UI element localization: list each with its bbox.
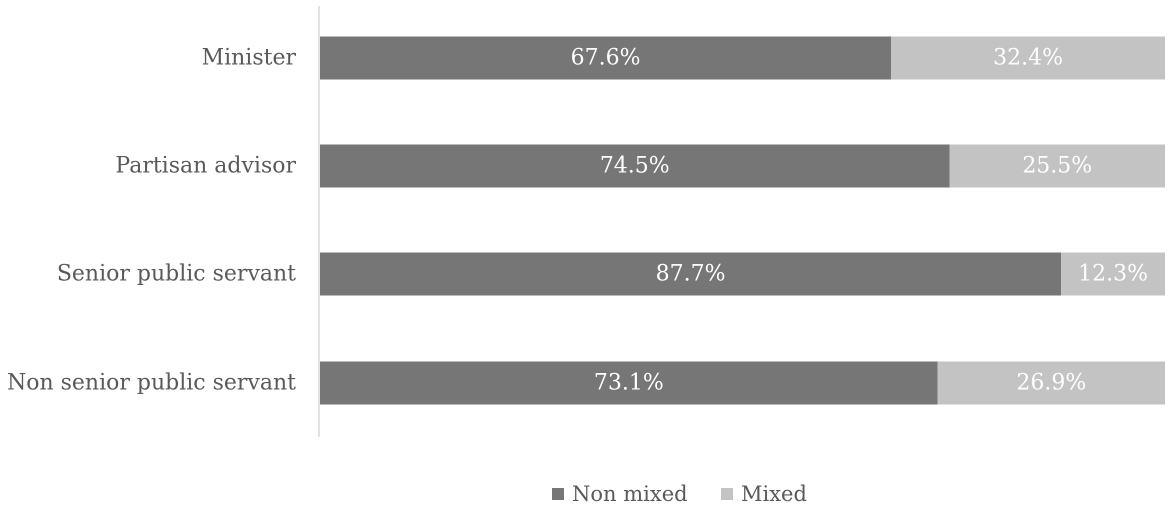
category-label-senior-public-servant: Senior public servant	[57, 262, 296, 287]
category-label-partisan-advisor: Partisan advisor	[115, 154, 296, 179]
category-label-non-senior-public-servant: Non senior public servant	[7, 371, 296, 396]
legend-label-mixed: Mixed	[741, 482, 807, 506]
bar-mixed-non-senior-public-servant	[937, 361, 1165, 405]
category-label-minister: Minister	[202, 46, 297, 71]
legend-item-mixed: Mixed	[721, 482, 807, 506]
data-label-mixed-partisan-advisor: 25.5%	[1022, 154, 1092, 179]
data-label-non-mixed-partisan-advisor: 74.5%	[600, 154, 670, 179]
data-label-mixed-minister: 32.4%	[993, 46, 1063, 71]
bar-mixed-partisan-advisor	[949, 144, 1165, 188]
legend-label-non-mixed: Non mixed	[572, 482, 688, 506]
data-label-non-mixed-non-senior-public-servant: 73.1%	[594, 371, 664, 396]
legend-item-non-mixed: Non mixed	[552, 482, 688, 506]
bar-mixed-senior-public-servant	[1061, 252, 1165, 296]
legend-swatch-non-mixed	[552, 488, 564, 500]
legend-swatch-mixed	[721, 488, 733, 500]
legend: Non mixed Mixed	[552, 482, 807, 506]
bar-non-mixed-minister	[320, 36, 892, 80]
data-label-mixed-non-senior-public-servant: 26.9%	[1016, 371, 1086, 396]
data-label-non-mixed-minister: 67.6%	[571, 46, 641, 71]
data-label-mixed-senior-public-servant: 12.3%	[1078, 262, 1148, 287]
bars-layer: 67.6% 32.4% 74.5% 25.5% 87.7% 12.3% 73.1% 26.9%	[320, 36, 1165, 405]
category-labels-layer: Minister Partisan advisor Senior public se…	[7, 46, 297, 396]
bar-non-mixed-senior-public-servant	[320, 252, 1062, 296]
bar-non-mixed-non-senior-public-servant	[320, 361, 938, 405]
bar-mixed-minister	[891, 36, 1165, 80]
bar-non-mixed-partisan-advisor	[320, 144, 950, 188]
data-label-non-mixed-senior-public-servant: 87.7%	[656, 262, 726, 287]
